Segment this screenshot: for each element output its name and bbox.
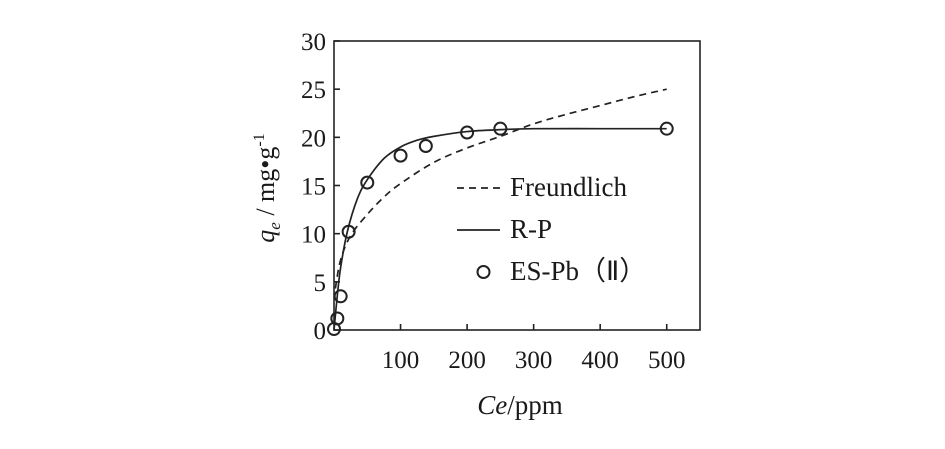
y-axis-superscript: -1 [251, 133, 268, 146]
legend-label-r-p: R-P [510, 214, 552, 244]
data-point-es-pb [393, 148, 408, 163]
y-tick-label: 20 [301, 125, 326, 152]
y-axis-label: qe / mg•g-1 [251, 133, 284, 242]
x-tick-label: 500 [648, 347, 686, 374]
x-tick-label: 200 [448, 347, 486, 374]
series-line-r-p [333, 127, 667, 331]
legend-label-freundlich: Freundlich [510, 172, 627, 202]
axes [333, 40, 701, 331]
x-tick-label: 400 [581, 347, 619, 374]
x-axis-variable: Ce [477, 390, 507, 420]
data-point-es-pb [418, 139, 433, 154]
data-point-es-pb [460, 125, 475, 140]
data-point-es-pb [659, 121, 674, 136]
series-layer [327, 88, 674, 337]
data-point-es-pb [341, 224, 356, 239]
data-point-es-pb [333, 289, 348, 304]
y-tick-label: 10 [301, 222, 326, 249]
y-axis-variable: q [251, 230, 280, 243]
y-tick-label: 0 [314, 318, 327, 345]
x-axis-unit: /ppm [507, 390, 563, 420]
tick-labels: 0 5 10 15 20 25 30 100 200 300 400 500 [301, 29, 685, 374]
data-point-es-pb [330, 311, 345, 326]
y-tick-label: 30 [301, 29, 326, 56]
x-tick-label: 300 [515, 347, 553, 374]
y-tick-label: 15 [301, 174, 326, 201]
y-tick-label: 25 [301, 77, 326, 104]
series-line-freundlich [334, 88, 667, 289]
legend: Freundlich R-P ES-Pb（Ⅱ） [457, 172, 646, 286]
x-tick-label: 100 [382, 347, 420, 374]
y-axis-unit: / mg•g [251, 147, 280, 223]
x-axis-label: Ce/ppm [477, 390, 563, 420]
data-point-es-pb [493, 121, 508, 136]
legend-marker-es-pb [476, 265, 491, 279]
y-axis-subscript: e [265, 222, 284, 230]
data-point-es-pb [360, 175, 375, 190]
legend-label-es-pb: ES-Pb（Ⅱ） [510, 256, 646, 286]
y-tick-label: 5 [314, 270, 327, 297]
